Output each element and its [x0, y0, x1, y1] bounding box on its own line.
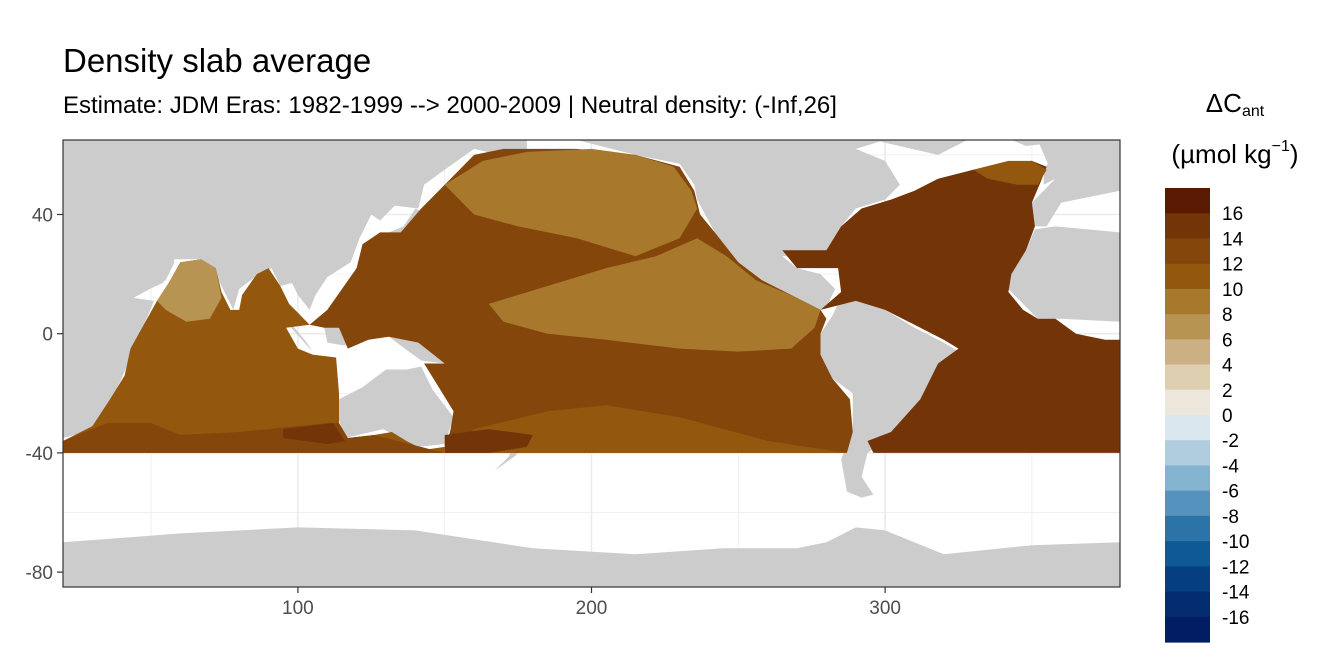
legend-symbol: ΔC	[1205, 88, 1242, 118]
y-tick-label: -40	[26, 444, 53, 465]
legend-color-step	[1165, 389, 1210, 416]
legend-label: 14	[1222, 229, 1244, 250]
legend-color-step	[1165, 591, 1210, 618]
legend-unit-superscript: −1	[1271, 138, 1290, 155]
ocean-layer	[63, 148, 1120, 453]
land-arabia	[101, 229, 175, 298]
land-europe	[1031, 140, 1120, 227]
legend-label: -14	[1222, 583, 1250, 604]
legend-color-step	[1165, 415, 1210, 441]
legend-label: -12	[1222, 557, 1249, 578]
chart-title: Density slab average	[63, 42, 372, 79]
legend-color-step	[1165, 364, 1210, 391]
legend-label: 16	[1222, 204, 1243, 225]
ocean-north-atlantic-upper	[973, 160, 1047, 185]
ocean-south-indian	[63, 423, 445, 453]
legend-subscript: ant	[1241, 103, 1265, 120]
ocean-tasman-sea	[444, 429, 533, 453]
land-eurasia-africa	[63, 140, 527, 438]
ocean-atlantic	[782, 160, 1120, 453]
legend-label: 2	[1222, 381, 1233, 402]
land-south-america	[820, 300, 959, 498]
legend-label: -6	[1222, 482, 1239, 503]
ocean-arabian-sea	[157, 259, 222, 322]
ocean-indian	[63, 259, 445, 453]
legend-unit-prefix: (µmol kg	[1171, 139, 1272, 169]
chart-subtitle: Estimate: JDM Eras: 1982-1999 --> 2000-2…	[63, 92, 837, 119]
legend-color-step	[1165, 465, 1210, 492]
legend-color-step	[1165, 616, 1210, 643]
y-tick-label: -80	[26, 563, 53, 584]
x-tick-label: 200	[576, 598, 608, 619]
land-antarctica	[63, 527, 1120, 587]
legend-color-step	[1165, 339, 1210, 366]
y-tick-label: 0	[42, 325, 53, 346]
legend-color-step	[1165, 288, 1210, 315]
land-australia	[339, 366, 454, 447]
legend-label: 10	[1222, 280, 1243, 301]
x-tick-label: 100	[282, 598, 314, 619]
legend-unit: (µmol kg−1)	[1160, 138, 1310, 170]
ocean-north-pacific-upper	[444, 148, 698, 257]
land-new-guinea	[388, 336, 445, 364]
legend-unit-suffix: )	[1289, 139, 1299, 169]
legend-color-step	[1165, 188, 1210, 214]
legend-color-step	[1165, 238, 1210, 265]
legend-label: 6	[1222, 330, 1233, 351]
ocean-south-pacific-band	[444, 405, 847, 453]
legend-label: -16	[1222, 608, 1249, 629]
legend-label: -10	[1222, 532, 1249, 553]
legend-label: 8	[1222, 305, 1233, 326]
legend-color-step	[1165, 490, 1210, 517]
legend-color-step	[1165, 515, 1210, 542]
legend-label: -8	[1222, 507, 1239, 528]
y-axis: 40 0 -40 -80	[26, 206, 63, 584]
legend-label: -4	[1222, 456, 1239, 477]
legend-label: 4	[1222, 356, 1233, 377]
land-north-america	[576, 140, 900, 310]
legend-color-step	[1165, 314, 1210, 340]
legend-label: 0	[1222, 406, 1233, 427]
y-tick-label: 40	[32, 206, 53, 227]
legend-label: 12	[1222, 255, 1243, 276]
x-tick-label: 300	[869, 598, 901, 619]
legend-color-step	[1165, 213, 1210, 240]
legend-color-step	[1165, 263, 1210, 290]
x-axis: 100 200 300	[282, 587, 901, 619]
ocean-tropical-pacific	[488, 238, 821, 352]
land-greenland	[873, 140, 968, 155]
legend-colorbar: 16 14 12 10 8 6 4 2 0 -2 -4 -6 -8 -10 -12 -14 -16	[1165, 188, 1250, 643]
legend-color-step	[1165, 440, 1210, 467]
legend-title: ΔCant	[1160, 88, 1310, 121]
plot-panel	[62, 139, 1121, 588]
legend-color-step	[1165, 566, 1210, 593]
ocean-southwest-australia	[283, 423, 345, 444]
legend-label: -2	[1222, 431, 1239, 452]
legend-color-step	[1165, 541, 1210, 567]
land-west-africa	[1008, 226, 1120, 322]
